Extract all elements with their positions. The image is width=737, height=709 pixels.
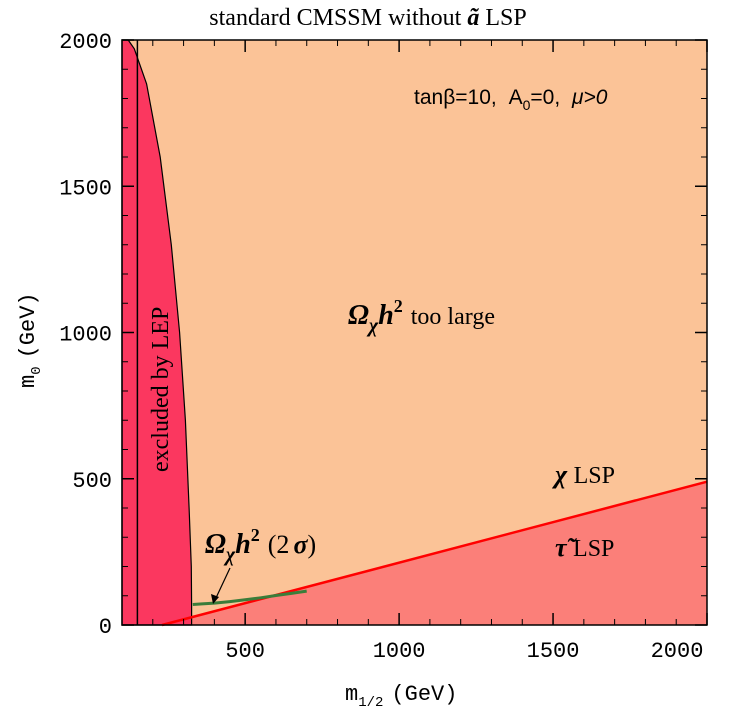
parameters-label: tanβ=10, A0=0, μ>0	[414, 86, 608, 113]
series-lsp-boundary-line	[161, 480, 708, 627]
annotation-relic-band: Ωχh2 (2 σ)	[205, 525, 316, 566]
relic-band-arrow	[214, 567, 231, 601]
y-tick-label: 500	[72, 469, 112, 494]
annotation-chi-lsp: χ LSP	[552, 460, 615, 489]
relic-band-arrow-head	[211, 594, 219, 604]
x-tick-label: 1000	[373, 639, 426, 664]
ticks-layer: 500 1000 1500 2000 0 500 1000 1500 2000	[59, 30, 708, 664]
annotation-stau-lsp: τ̃ LSP	[555, 533, 614, 562]
x-tick-label: 1500	[527, 639, 580, 664]
series-relic-density-band	[192, 589, 307, 606]
y-axis-label: m0(GeV)	[16, 292, 45, 388]
y-tick-label: 2000	[59, 30, 112, 55]
lines-layer	[136, 40, 708, 627]
chart-title: standard CMSSM without ã LSP	[209, 5, 526, 31]
region-label-excluded-by-lep: excluded by LEP	[148, 307, 174, 472]
region-label-too-large: Ωχh2 too large	[348, 296, 495, 337]
y-tick-label: 1000	[59, 323, 112, 348]
x-axis-label: m1/2 (GeV)	[345, 682, 457, 709]
y-tick-label: 1500	[59, 176, 112, 201]
x-tick-label: 2000	[651, 639, 704, 664]
y-tick-label: 0	[99, 615, 112, 640]
x-tick-label: 500	[225, 639, 265, 664]
